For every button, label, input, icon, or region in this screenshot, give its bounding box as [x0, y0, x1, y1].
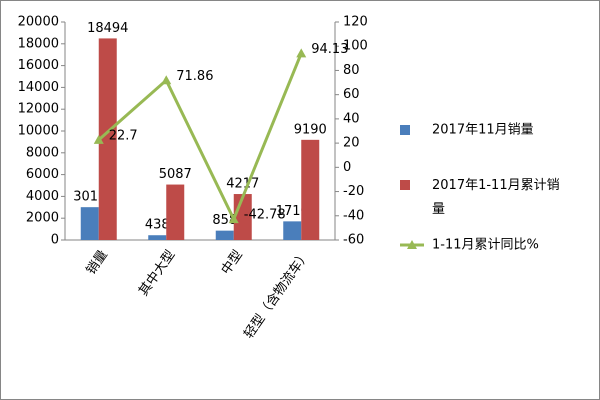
bar [283, 221, 302, 240]
data-label: 94.13 [311, 42, 348, 57]
y-tick-label: 20000 [18, 15, 59, 30]
y-tick-label: 12000 [18, 102, 59, 117]
data-label: 858 [212, 213, 237, 228]
y2-tick-label: 120 [343, 15, 368, 30]
data-label: 5087 [159, 167, 192, 182]
line [97, 52, 303, 223]
y-tick-label: 8000 [26, 145, 59, 160]
data-label: -42.78 [244, 208, 286, 223]
y-tick-label: 4000 [26, 189, 59, 204]
bar [98, 38, 117, 240]
data-label: 18494 [87, 21, 128, 36]
legend-label: 2017年11月销量 [432, 123, 534, 138]
y-tick-label: 0 [51, 233, 59, 248]
y2-tick-label: 100 [343, 39, 368, 54]
bar [80, 207, 99, 240]
y2-tick-label: 20 [343, 136, 360, 151]
y-tick-label: 14000 [18, 80, 59, 95]
line-marker [161, 75, 172, 85]
data-label: 9190 [294, 122, 327, 137]
y-tick-label: 16000 [18, 58, 59, 73]
y2-tick-label: 0 [343, 160, 351, 175]
legend-swatch [400, 125, 410, 135]
data-label: 71.86 [176, 69, 213, 84]
bar [215, 230, 234, 240]
legend-swatch [400, 180, 410, 190]
data-label: 4217 [226, 177, 259, 192]
line-marker [228, 214, 239, 224]
bar [148, 235, 167, 240]
legend-label: 1-11月累计同比% [432, 238, 539, 253]
legend-swatch [407, 240, 417, 249]
y2-tick-label: 80 [343, 63, 360, 78]
bar [166, 184, 185, 240]
data-label: 1710 [276, 204, 309, 219]
y2-tick-label: -20 [343, 184, 364, 199]
legend-label: 2017年1-11月累计销量 [432, 178, 560, 217]
y2-tick-label: 40 [343, 111, 360, 126]
y-tick-label: 18000 [18, 36, 59, 51]
legend-label-line: 量 [432, 202, 445, 217]
y2-tick-label: -40 [343, 208, 364, 223]
y2-tick-label: 60 [343, 87, 360, 102]
bar [301, 139, 320, 240]
data-label: 22.7 [109, 128, 138, 143]
line-marker [296, 48, 307, 58]
y-tick-label: 6000 [26, 167, 59, 182]
y2-tick-label: -60 [343, 233, 364, 248]
y-tick-label: 2000 [26, 211, 59, 226]
data-label: 438 [145, 218, 170, 233]
data-label: 3012 [73, 190, 106, 205]
y-tick-label: 10000 [18, 124, 59, 139]
line-marker [93, 134, 104, 144]
legend-label-line: 2017年1-11月累计销 [432, 178, 560, 193]
